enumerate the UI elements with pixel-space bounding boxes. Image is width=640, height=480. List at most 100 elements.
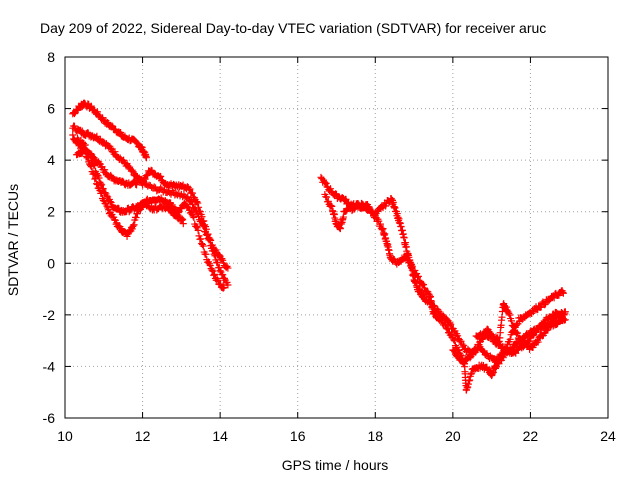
- data-point: [199, 242, 207, 250]
- x-tick-label: 10: [57, 428, 73, 444]
- data-point: [133, 181, 141, 189]
- data-point: [183, 203, 191, 211]
- data-point: [451, 337, 459, 345]
- data-point: [512, 349, 520, 357]
- data-point: [206, 261, 214, 269]
- data-point: [216, 267, 224, 275]
- data-point: [434, 306, 442, 314]
- data-point: [87, 102, 95, 110]
- data-point: [148, 167, 156, 175]
- data-point: [179, 216, 187, 224]
- data-point: [444, 325, 452, 333]
- data-point: [198, 213, 206, 221]
- data-point: [101, 189, 109, 197]
- data-point: [157, 184, 165, 192]
- data-point: [82, 152, 90, 160]
- data-point: [495, 360, 503, 368]
- data-point: [450, 346, 458, 354]
- grid: [65, 57, 608, 418]
- data-point: [194, 199, 202, 207]
- data-point: [414, 272, 422, 280]
- data-point: [376, 220, 384, 228]
- data-point: [130, 221, 138, 229]
- data-point: [87, 163, 95, 171]
- data-point: [342, 195, 350, 203]
- y-tick-label: -2: [43, 307, 56, 323]
- data-point: [219, 284, 227, 292]
- data-point: [81, 148, 89, 156]
- data-point: [372, 214, 380, 222]
- data-point: [197, 235, 205, 243]
- data-point: [467, 370, 475, 378]
- data-point: [213, 258, 221, 266]
- data-point: [369, 208, 377, 216]
- data-point: [466, 376, 474, 384]
- data-point: [420, 281, 428, 289]
- x-tick-label: 22: [523, 428, 539, 444]
- data-point: [223, 262, 231, 270]
- data-point: [210, 271, 218, 279]
- data-point: [220, 274, 228, 282]
- data-point: [123, 232, 131, 240]
- data-point: [463, 384, 471, 392]
- y-axis-label: SDTVAR / TECUs: [5, 184, 21, 296]
- data-point: [546, 321, 554, 329]
- data-point: [328, 202, 336, 210]
- data-point: [408, 262, 416, 270]
- data-point: [206, 236, 214, 244]
- data-point: [447, 320, 455, 328]
- y-tick-label: 0: [47, 255, 55, 271]
- data-point: [209, 247, 217, 255]
- data-point: [465, 377, 473, 385]
- data-point: [101, 166, 109, 174]
- data-point: [499, 354, 507, 362]
- data-point: [150, 183, 158, 191]
- y-tick-label: -6: [43, 410, 56, 426]
- data-point: [458, 340, 466, 348]
- data-point: [108, 122, 116, 130]
- data-point: [93, 132, 101, 140]
- data-point: [84, 153, 92, 161]
- data-point: [106, 198, 114, 206]
- data-point: [411, 266, 419, 274]
- data-point: [403, 254, 411, 262]
- data-point: [492, 364, 500, 372]
- x-tick-label: 20: [445, 428, 461, 444]
- data-point: [90, 169, 98, 177]
- data-point: [189, 212, 197, 220]
- data-point: [220, 283, 228, 291]
- data-point: [209, 267, 217, 275]
- data-point: [167, 207, 175, 215]
- data-point: [559, 289, 567, 297]
- data-point: [195, 232, 203, 240]
- data-point: [173, 210, 181, 218]
- data-point: [128, 166, 136, 174]
- data-point: [195, 207, 203, 215]
- data-point: [559, 288, 567, 296]
- data-point: [179, 220, 187, 228]
- data-point: [210, 250, 218, 258]
- data-point: [141, 175, 149, 183]
- y-tick-label: 8: [47, 49, 55, 65]
- x-tick-label: 16: [290, 428, 306, 444]
- data-point: [167, 199, 175, 207]
- data-point: [86, 161, 94, 169]
- data-point: [217, 280, 225, 288]
- data-point: [375, 217, 383, 225]
- data-point: [157, 172, 165, 180]
- data-point: [74, 106, 82, 114]
- data-point: [83, 154, 91, 162]
- data-point: [407, 259, 415, 267]
- data-point: [178, 215, 186, 223]
- data-point: [81, 141, 89, 149]
- data-point: [378, 226, 386, 234]
- data-point: [479, 347, 487, 355]
- data-point: [326, 185, 334, 193]
- data-point: [70, 122, 78, 130]
- x-tick-label: 18: [367, 428, 383, 444]
- data-point: [450, 336, 458, 344]
- data-point: [93, 181, 101, 189]
- data-point: [70, 110, 78, 118]
